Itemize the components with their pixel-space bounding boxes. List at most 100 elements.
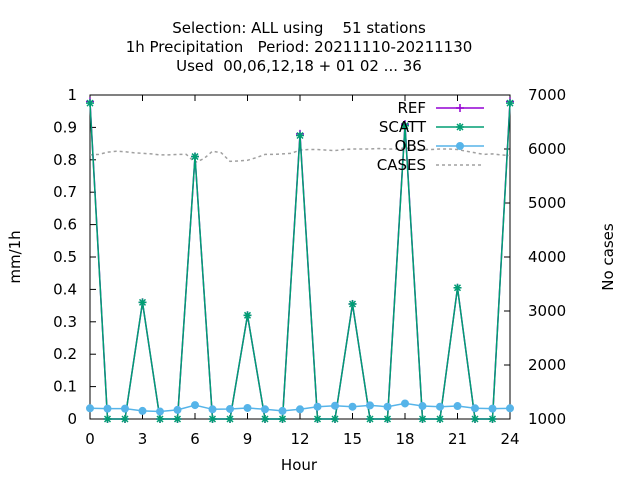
series-cases-line (89, 147, 511, 164)
legend-marker-ref (456, 104, 464, 112)
y-axis-label: mm/1h (6, 230, 24, 283)
series-scatt-point (156, 415, 164, 423)
y-tick-label: 0.9 (53, 118, 77, 136)
series-scatt-point-d2 (86, 99, 94, 107)
y-tick-label: 0.2 (53, 345, 77, 363)
series-scatt-point (488, 415, 497, 423)
series-scatt-point (506, 99, 514, 108)
series-scatt-point (243, 311, 252, 320)
x-tick-label: 21 (448, 430, 467, 448)
y2-tick-label: 7000 (528, 86, 566, 104)
series-scatt-point (313, 415, 322, 423)
series-scatt-point (138, 298, 147, 307)
series-scatt-point (278, 415, 287, 423)
series-scatt-point-d2 (506, 99, 514, 107)
series-scatt-point-d2 (488, 415, 497, 423)
series-scatt-point (366, 415, 374, 423)
y-tick-label: 1 (67, 86, 77, 104)
legend-label-cases: CASES (377, 156, 426, 174)
series-scatt-point-d2 (278, 415, 287, 423)
series-scatt-point (383, 415, 392, 423)
series-scatt-point (173, 415, 182, 423)
series-obs-point (313, 402, 322, 411)
series-scatt-point-d2 (331, 415, 339, 423)
series-scatt-point-d2 (383, 415, 392, 423)
y2-tick-label: 6000 (528, 140, 566, 158)
series-obs-point (208, 405, 217, 414)
series-obs-point (121, 404, 129, 413)
series-obs-point (103, 404, 112, 413)
y-tick-label: 0 (67, 410, 77, 428)
series-obs-point (226, 404, 234, 413)
series-obs-point (401, 399, 409, 408)
series-obs-point (383, 402, 392, 411)
series-obs-point (506, 404, 514, 413)
series-scatt-point (471, 415, 479, 423)
series-cases (89, 147, 511, 164)
series-scatt-point-d2 (471, 415, 479, 423)
y2-tick-label: 4000 (528, 248, 566, 266)
legend-entry-scatt: SCATT (379, 118, 484, 136)
series-scatt-point-d2 (138, 298, 147, 306)
y2-tick-label: 1000 (528, 410, 566, 428)
series-obs-point (86, 404, 94, 413)
series-scatt-point-d2 (103, 415, 112, 423)
chart-title-line-3: Used 00,06,12,18 + 01 02 ... 36 (176, 57, 422, 75)
series-scatt-point-d2 (156, 415, 164, 423)
y-tick-label: 0.5 (53, 248, 77, 266)
chart-title-line-1: Selection: ALL using 51 stations (172, 19, 426, 37)
series-scatt-point-d2 (226, 415, 234, 423)
series-scatt-point (296, 131, 304, 140)
series-scatt-point (226, 415, 234, 423)
legend-marker-obs (456, 142, 464, 150)
series-scatt-point-d2 (313, 415, 322, 423)
series-scatt-point (418, 415, 427, 423)
series-scatt-point (208, 415, 217, 423)
series-scatt-point (86, 99, 94, 108)
series-obs-point (471, 404, 479, 413)
y-tick-label: 0.4 (53, 280, 77, 298)
y2-tick-label: 2000 (528, 356, 566, 374)
series-scatt-point-d2 (261, 415, 269, 423)
series-obs (86, 399, 514, 416)
series-scatt-point (121, 415, 129, 423)
series-scatt-point (331, 415, 339, 423)
series-scatt-point (348, 299, 357, 308)
chart-title-line-2: 1h Precipitation Period: 20211110-202111… (126, 38, 473, 56)
series-scatt-point-d2 (418, 415, 427, 423)
series-scatt-point-d2 (366, 415, 374, 423)
series-scatt-point-d2 (243, 311, 252, 319)
x-tick-label: 6 (190, 430, 200, 448)
y-tick-label: 0.1 (53, 378, 77, 396)
y2-tick-label: 5000 (528, 194, 566, 212)
x-tick-label: 9 (243, 430, 253, 448)
x-axis-label: Hour (281, 456, 318, 474)
series-obs-point (156, 407, 164, 416)
x-tick-label: 18 (395, 430, 414, 448)
series-obs-point (138, 406, 147, 415)
legend-entry-cases: CASES (377, 156, 484, 174)
series-obs-point (436, 402, 444, 411)
series-scatt-point-d2 (191, 153, 199, 161)
series-scatt-point-d2 (348, 300, 357, 308)
y-tick-label: 0.3 (53, 313, 77, 331)
legend-entry-ref: REF (397, 99, 484, 117)
legend-marker-scatt (456, 123, 464, 131)
y-tick-label: 0.8 (53, 151, 77, 169)
legend-label-ref: REF (397, 99, 426, 117)
series-scatt-point (401, 121, 409, 130)
series-scatt-point-d2 (453, 284, 462, 292)
series-obs-point (331, 401, 339, 410)
series-obs-point (296, 405, 304, 414)
series-scatt-point (103, 415, 112, 423)
series-scatt-point-d2 (296, 131, 304, 140)
series-obs-point (348, 402, 357, 411)
series-scatt-point-d2 (121, 415, 129, 423)
y2-tick-label: 3000 (528, 302, 566, 320)
series-scatt-point (453, 283, 462, 292)
series-obs-point (243, 403, 252, 412)
series-obs-point (261, 405, 269, 414)
x-tick-label: 0 (85, 430, 95, 448)
legend-marker-scatt-d2 (456, 123, 464, 131)
